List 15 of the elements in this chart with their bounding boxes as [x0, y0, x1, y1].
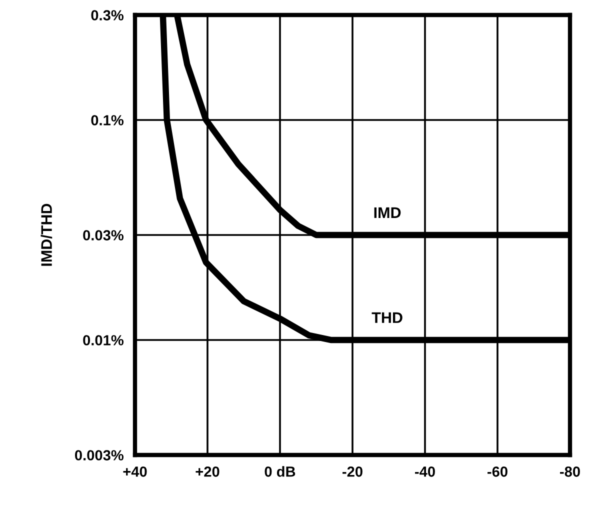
y-tick-label: 0.01%: [83, 335, 124, 346]
series-label: THD: [372, 312, 402, 323]
x-tick-label: -60: [488, 466, 508, 477]
y-tick-label: 0.003%: [75, 450, 124, 460]
x-tick-label: -40: [415, 466, 435, 477]
series-label: IMD: [374, 207, 401, 218]
y-tick-label: 0.1%: [91, 115, 124, 126]
y-axis-title: IMD/THD: [40, 204, 52, 266]
x-tick-label: +20: [196, 466, 220, 477]
x-tick-label: 0 dB: [264, 466, 296, 477]
x-tick-label: +40: [123, 466, 147, 477]
y-tick-label: 0.03%: [83, 230, 124, 240]
x-tick-label: -20: [342, 466, 362, 477]
y-tick-label: 0.3%: [91, 10, 124, 20]
x-tick-label: -80: [560, 466, 580, 477]
